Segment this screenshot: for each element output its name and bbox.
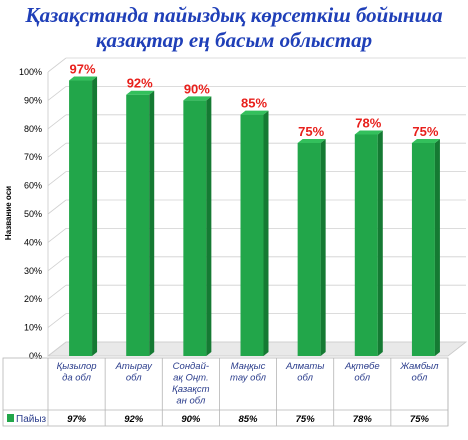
data-table-value: 90% bbox=[181, 414, 201, 425]
value-label: 90% bbox=[184, 81, 210, 96]
bar-side bbox=[377, 130, 383, 356]
value-label: 78% bbox=[355, 115, 381, 130]
bar-front bbox=[411, 143, 435, 356]
value-label: 97% bbox=[70, 62, 96, 77]
x-category-label: Сондай-ақ Оңт. Қазақст ан обл bbox=[172, 361, 210, 407]
bar bbox=[354, 130, 383, 356]
bar-top bbox=[126, 90, 155, 95]
bar-top bbox=[183, 96, 212, 101]
legend-series-name: Пайыз bbox=[16, 414, 47, 425]
bar bbox=[69, 76, 98, 357]
legend-swatch bbox=[7, 414, 14, 422]
x-category-label: Қызылор да обл bbox=[57, 361, 97, 384]
data-table-value: 75% bbox=[410, 414, 430, 425]
bar-side bbox=[434, 139, 440, 356]
gridline-diagonal bbox=[47, 313, 67, 328]
data-table-value: 85% bbox=[238, 414, 258, 425]
bar-top bbox=[240, 110, 269, 115]
bar bbox=[297, 139, 326, 356]
gridline-diagonal bbox=[47, 142, 67, 158]
bar-front bbox=[354, 134, 378, 356]
bar-front bbox=[69, 80, 93, 357]
gridline-diagonal bbox=[47, 86, 67, 101]
gridline-diagonal bbox=[47, 114, 67, 130]
gridline-diagonal bbox=[47, 256, 67, 272]
data-table-value: 75% bbox=[296, 414, 316, 425]
chart-title: Қазақстанда пайыздық көрсеткіш бойынша қ… bbox=[0, 3, 468, 53]
bar bbox=[240, 110, 269, 356]
gridline-diagonal bbox=[47, 171, 67, 186]
y-tick-label: 100% bbox=[19, 67, 42, 77]
gridline-diagonal bbox=[47, 341, 67, 357]
bar-side bbox=[320, 139, 326, 356]
data-table-value: 97% bbox=[67, 414, 87, 425]
bar-top bbox=[297, 139, 326, 143]
value-label: 75% bbox=[412, 124, 438, 139]
y-tick-label: 80% bbox=[24, 124, 42, 134]
bar bbox=[183, 96, 212, 357]
gridline-diagonal bbox=[47, 57, 67, 73]
chart-title-line-2: қазақтар ең басым облыстар bbox=[95, 28, 373, 52]
y-axis-label: Название оси bbox=[4, 186, 13, 240]
y-tick-label: 20% bbox=[24, 294, 42, 304]
bar-front bbox=[183, 100, 207, 357]
x-category-label: Алматы обл bbox=[285, 361, 324, 384]
bar-front bbox=[297, 143, 321, 356]
bar-side bbox=[263, 110, 269, 356]
bar-side bbox=[206, 96, 212, 357]
value-label: 85% bbox=[241, 96, 267, 111]
y-tick-label: 10% bbox=[24, 323, 42, 333]
y-tick-label: 0% bbox=[29, 351, 42, 361]
value-label: 75% bbox=[298, 124, 324, 139]
y-tick-label: 40% bbox=[24, 237, 42, 247]
y-axis-ticks: 0% 10% 20% 30% 40% 50% 60% 70% 80% 90% 100% bbox=[19, 67, 42, 361]
x-category-label: Атырау обл bbox=[115, 361, 153, 384]
y-tick-label: 60% bbox=[24, 181, 42, 191]
bar-top bbox=[411, 139, 440, 143]
bars bbox=[69, 76, 440, 357]
bar-front bbox=[126, 94, 150, 356]
x-category-label: Ақтөбе обл bbox=[344, 361, 380, 384]
gridline-diagonal bbox=[47, 199, 67, 215]
data-table: Қызылор да обл 97% Атырау обл 92% Сондай-ақ Оң… bbox=[2, 357, 449, 427]
value-label: 92% bbox=[127, 76, 153, 91]
x-category-label: Жамбыл обл bbox=[399, 361, 439, 384]
value-labels: 97% 92% 90% 85% 75% 78% 75% bbox=[70, 62, 439, 139]
bar bbox=[411, 139, 440, 356]
gridline-diagonal bbox=[47, 284, 67, 300]
bar-top bbox=[354, 130, 383, 135]
y-tick-label: 90% bbox=[24, 95, 42, 105]
x-category-label: Маңқыс тау обл bbox=[230, 361, 267, 384]
bar-side bbox=[149, 90, 155, 356]
y-tick-label: 30% bbox=[24, 266, 42, 276]
data-table-value: 92% bbox=[124, 414, 144, 425]
bar bbox=[126, 90, 155, 356]
gridline-diagonal bbox=[47, 228, 67, 243]
bar-front bbox=[240, 114, 264, 356]
data-table-value: 78% bbox=[353, 414, 373, 425]
chart-title-line-1: Қазақстанда пайыздық көрсеткіш бойынша bbox=[25, 3, 443, 27]
y-tick-label: 70% bbox=[24, 152, 42, 162]
bar-top bbox=[69, 76, 98, 81]
y-tick-label: 50% bbox=[24, 209, 42, 219]
bar-side bbox=[92, 76, 98, 357]
